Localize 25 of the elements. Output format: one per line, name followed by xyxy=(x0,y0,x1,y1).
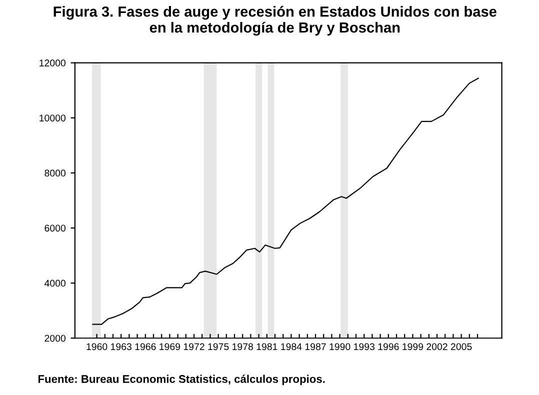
x-tick-label: 1984 xyxy=(281,343,302,350)
x-tick-label: 1996 xyxy=(378,343,399,350)
x-tick-label: 2002 xyxy=(426,343,448,350)
x-tick-label: 1969 xyxy=(160,343,180,350)
x-tick-label: 1960 xyxy=(86,343,108,350)
x-tick-label: 1993 xyxy=(354,343,374,350)
x-tick-label: 1999 xyxy=(402,343,424,350)
y-tick-label: 4000 xyxy=(44,280,66,287)
x-tick-label: 1990 xyxy=(330,343,350,350)
x-tick-label: 1972 xyxy=(184,343,204,350)
x-tick-label: 1966 xyxy=(135,343,156,350)
x-tick-label: 1978 xyxy=(232,343,253,350)
x-tick-label: 1963 xyxy=(111,343,132,350)
chart-title: Figura 3. Fases de auge y recesión en Estados Unidos con base en la metodología de Bry y Boschan xyxy=(54,6,496,36)
y-tick-label: 12000 xyxy=(40,60,66,66)
x-tick-label: 1981 xyxy=(256,343,278,350)
x-tick-label: 1975 xyxy=(208,343,229,350)
y-tick-label: 10000 xyxy=(40,114,66,122)
y-tick-label: 8000 xyxy=(44,170,66,177)
line-series xyxy=(92,78,479,325)
y-tick-label: 6000 xyxy=(44,224,66,232)
x-tick-label: 1987 xyxy=(305,343,326,350)
x-tick-label: 2005 xyxy=(450,343,472,350)
y-tick-label: 2000 xyxy=(44,334,66,342)
source-note: Fuente: Bureau Economic Statistics, cálculos propios. xyxy=(38,374,325,386)
